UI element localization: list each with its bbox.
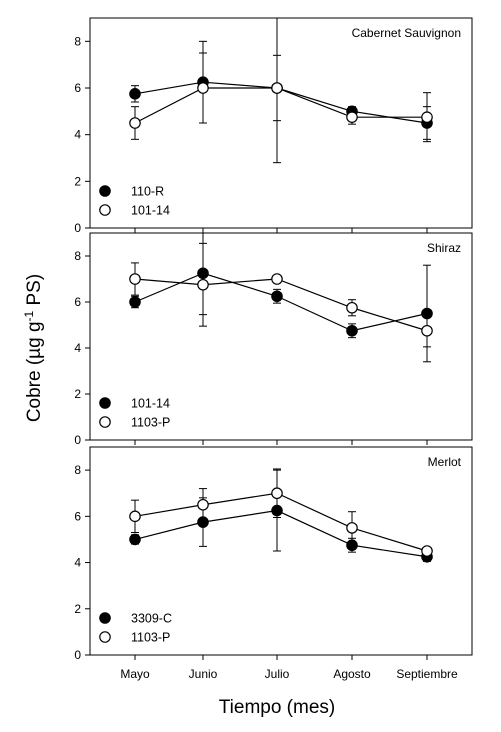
data-point-filled [129, 296, 141, 308]
data-point-open [271, 82, 283, 94]
plot-frame [89, 446, 473, 656]
y-tick-label: 2 [74, 602, 81, 616]
x-tick-label: Mayo [120, 667, 150, 681]
legend-marker [99, 631, 111, 643]
data-point-open [129, 510, 141, 523]
y-axis-title-tail: PS) [24, 274, 45, 311]
x-tick-label: Septiembre [396, 667, 458, 681]
legend-label: 101-14 [131, 397, 170, 411]
panel-1: 0 2 4 6 8 Cabernet Sauvignon 110-R 101-14 [74, 17, 473, 235]
y-tick-label: 0 [74, 221, 81, 235]
panel-title: Merlot [428, 455, 462, 469]
legend-label: 1103-P [131, 631, 170, 645]
data-point-open [421, 545, 433, 557]
legend-label: 3309-C [131, 612, 172, 626]
series-line [134, 87, 427, 124]
y-tick-label: 8 [74, 34, 81, 48]
y-tick-label: 2 [74, 174, 81, 188]
panel-3: 0 2 4 6 8 Merlot 3309-C 1103-P [74, 446, 473, 662]
data-point-open [271, 487, 283, 500]
data-point-filled [346, 539, 358, 552]
data-point-filled [271, 504, 283, 517]
legend-label: 110-R [131, 185, 164, 199]
y-tick-label: 8 [74, 249, 81, 263]
data-point-filled [197, 516, 209, 528]
y-tick-label: 2 [74, 387, 81, 401]
data-point-open [421, 111, 433, 123]
legend-label: 1103-P [131, 416, 170, 430]
y-tick-label: 0 [74, 648, 81, 662]
y-tick-label: 0 [74, 433, 81, 447]
legend-marker [99, 204, 111, 216]
plot-frame [89, 232, 473, 441]
data-point-open [129, 273, 141, 285]
y-tick-label: 6 [74, 81, 81, 95]
x-axis-title: Tiempo (mes) [219, 697, 335, 718]
panel-title: Shiraz [427, 241, 461, 255]
x-tick-label: Julio [265, 667, 290, 681]
legend-marker [99, 397, 111, 409]
legend-marker [99, 612, 111, 624]
data-point-filled [271, 290, 283, 303]
x-tick-label: Agosto [333, 667, 371, 681]
y-axis-title-superscript: -1 [22, 310, 36, 321]
legend-label: 101-14 [131, 204, 170, 218]
data-point-open [346, 301, 358, 314]
plot-frame [89, 17, 473, 229]
data-point-open [346, 522, 358, 534]
y-axis-title: Cobre (µg g-1 PS) [22, 274, 45, 422]
data-point-filled [346, 324, 358, 337]
data-point-open [271, 273, 283, 285]
data-point-filled [129, 533, 141, 546]
y-tick-label: 6 [74, 509, 81, 523]
panel-title: Cabernet Sauvignon [352, 26, 461, 40]
data-point-open [129, 117, 141, 129]
data-point-open [197, 498, 209, 511]
panel-2: 0 2 4 6 8 Shiraz 101-14 1103-P [74, 232, 473, 447]
y-tick-label: 4 [74, 128, 81, 142]
series-line [134, 492, 428, 552]
y-tick-label: 4 [74, 556, 81, 570]
data-point-open [197, 82, 209, 94]
legend-marker [99, 416, 111, 428]
y-tick-label: 4 [74, 341, 81, 355]
y-tick-label: 6 [74, 295, 81, 309]
y-tick-label: 8 [74, 463, 81, 477]
data-point-open [197, 278, 209, 291]
data-point-filled [421, 307, 433, 320]
data-point-filled [129, 88, 141, 100]
data-point-open [421, 324, 433, 337]
data-point-filled [197, 267, 209, 280]
legend-marker [99, 185, 111, 197]
data-point-open [346, 111, 358, 123]
x-tick-label: Junio [189, 667, 218, 681]
